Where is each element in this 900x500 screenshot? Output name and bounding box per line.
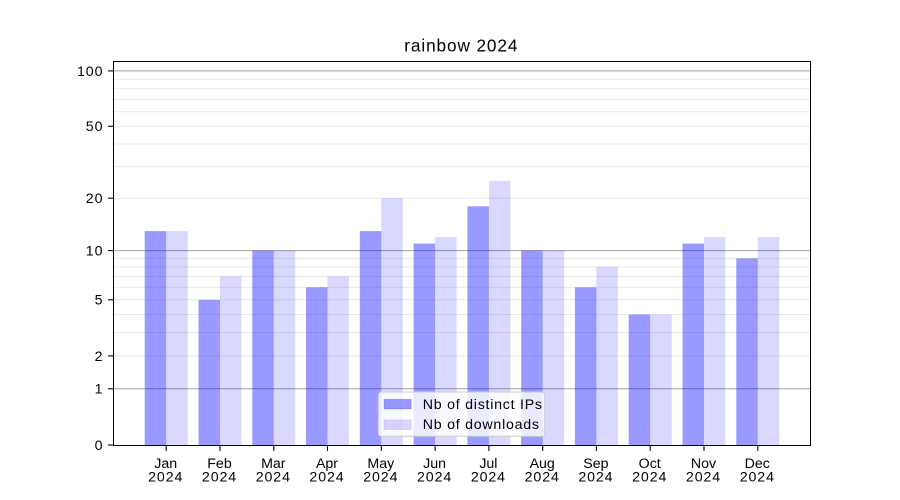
svg-text:Sep: Sep (583, 456, 608, 472)
svg-text:Feb: Feb (207, 456, 232, 472)
svg-text:2024: 2024 (202, 470, 237, 486)
svg-text:2024: 2024 (632, 470, 667, 486)
svg-text:Nb of downloads: Nb of downloads (423, 417, 540, 433)
svg-text:2: 2 (95, 349, 103, 365)
svg-text:2024: 2024 (363, 470, 398, 486)
svg-text:Nov: Nov (691, 456, 717, 472)
svg-text:Nb of distinct IPs: Nb of distinct IPs (423, 397, 543, 413)
svg-text:0: 0 (95, 438, 103, 454)
svg-text:10: 10 (86, 244, 104, 260)
svg-text:5: 5 (95, 293, 103, 309)
svg-text:May: May (367, 456, 395, 472)
svg-text:Apr: Apr (316, 456, 338, 472)
svg-text:2024: 2024 (471, 470, 506, 486)
svg-text:2024: 2024 (309, 470, 344, 486)
svg-text:20: 20 (86, 191, 104, 207)
svg-text:1: 1 (95, 382, 103, 398)
svg-text:Dec: Dec (745, 456, 770, 472)
svg-text:2024: 2024 (525, 470, 560, 486)
svg-text:Mar: Mar (261, 456, 286, 472)
svg-text:Jun: Jun (423, 456, 446, 472)
svg-text:2024: 2024 (148, 470, 183, 486)
svg-text:Oct: Oct (639, 456, 661, 472)
svg-text:50: 50 (86, 119, 104, 135)
svg-text:rainbow 2024: rainbow 2024 (404, 35, 518, 55)
svg-text:Jul: Jul (479, 456, 497, 472)
svg-text:2024: 2024 (417, 470, 452, 486)
svg-text:Aug: Aug (530, 456, 555, 472)
svg-text:2024: 2024 (578, 470, 613, 486)
svg-text:Jan: Jan (154, 456, 177, 472)
svg-text:2024: 2024 (256, 470, 291, 486)
svg-text:2024: 2024 (740, 470, 775, 486)
svg-text:100: 100 (77, 64, 103, 80)
svg-text:2024: 2024 (686, 470, 721, 486)
